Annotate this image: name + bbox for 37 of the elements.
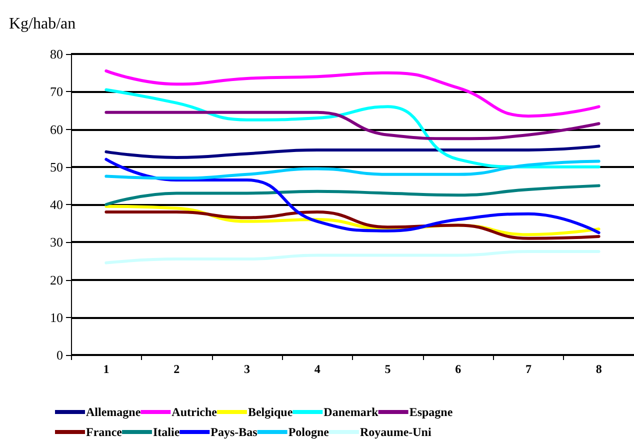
y-tick-label: 70 — [50, 84, 63, 100]
x-tick-label: 6 — [455, 362, 462, 376]
line-series — [104, 250, 600, 264]
x-tick-label: 5 — [384, 362, 391, 376]
x-tick-label: 2 — [174, 362, 180, 376]
legend-label: Allemagne — [86, 405, 142, 419]
line-series — [104, 88, 600, 168]
x-tick-label: 3 — [244, 362, 250, 376]
y-tick-label: 50 — [50, 159, 63, 174]
legend-label: France — [86, 425, 123, 439]
legend-label: Espagne — [409, 405, 454, 419]
legend-label: Belgique — [248, 405, 294, 419]
y-tick-label: 30 — [50, 234, 63, 250]
y-tick-label: 0 — [56, 348, 63, 362]
legend-label: Danemark — [324, 405, 379, 419]
line-series — [104, 158, 600, 234]
x-tick-label: 4 — [314, 362, 320, 376]
x-tick-label: 1 — [103, 362, 110, 376]
legend-label: Italie — [152, 425, 180, 439]
y-tick-label: 60 — [50, 122, 63, 137]
legend-label: Pays-Bas — [210, 425, 258, 439]
y-tick-label: 20 — [50, 272, 63, 288]
y-tick-label: 10 — [50, 310, 63, 325]
x-tick-label: 7 — [525, 362, 532, 376]
line-series — [104, 144, 600, 159]
line-series — [104, 184, 600, 206]
line-series — [104, 210, 600, 240]
line-series — [104, 110, 600, 140]
x-tick-label: 8 — [596, 362, 602, 376]
y-tick-label: 80 — [50, 46, 63, 62]
legend-label: Pologne — [288, 425, 330, 439]
line-series — [104, 160, 600, 180]
legend-label: Royaume-Uni — [360, 425, 432, 439]
y-tick-label: 40 — [50, 197, 63, 212]
legend-label: Autriche — [172, 405, 218, 419]
y-axis-title: Kg/hab/an — [9, 16, 76, 32]
line-series — [104, 69, 600, 118]
